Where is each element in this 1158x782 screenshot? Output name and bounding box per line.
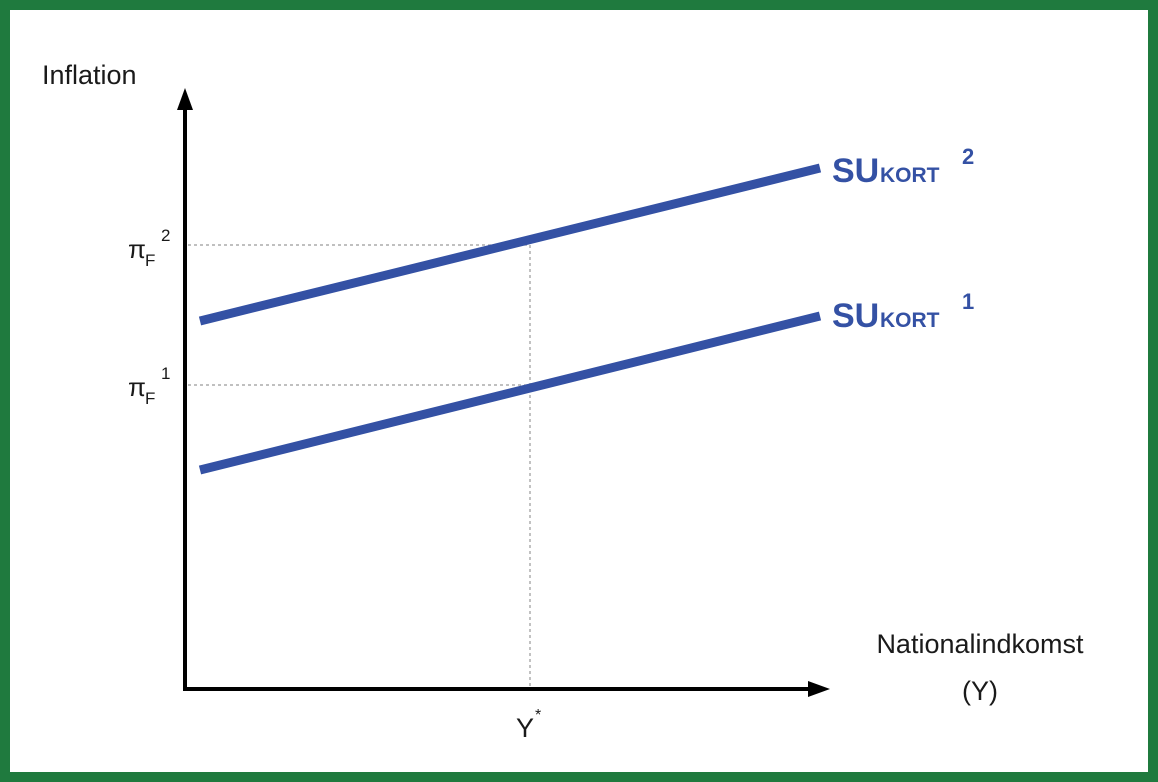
y-mark-base: π [128,234,146,264]
curve-label-sub: KORT [880,164,940,187]
su-kort-1-line [198,311,822,475]
y-mark-sub: F [145,251,155,270]
x-axis-label-line1: Nationalindkomst [876,629,1084,659]
axes [177,88,830,697]
curves [198,163,822,475]
x-axis-label-line2: (Y) [962,676,998,706]
y-mark-sub: F [145,389,155,408]
su-kort-2-line [198,163,822,326]
x-axis-arrowhead [808,681,830,697]
y-mark-pi-f2: π F 2 [128,226,170,270]
y-mark-pi-f1: π F 1 [128,364,170,408]
y-mark-sup: 2 [161,226,170,245]
curve-label-base: SU [832,152,879,190]
curve-label-sup: 2 [962,144,974,169]
curve-label-sub: KORT [880,309,940,332]
su-kort-1-label: SU KORT 1 [832,289,974,335]
x-mark-y-star: Y * [516,707,541,743]
x-mark-sup: * [535,707,541,724]
su-kort-2-label: SU KORT 2 [832,144,974,190]
x-mark-base: Y [516,713,534,743]
y-axis-label: Inflation [42,60,137,90]
y-axis-arrowhead [177,88,193,110]
y-mark-sup: 1 [161,364,170,383]
guide-lines [188,244,531,688]
curve-label-base: SU [832,297,879,335]
curve-label-sup: 1 [962,289,974,314]
y-mark-base: π [128,372,146,402]
